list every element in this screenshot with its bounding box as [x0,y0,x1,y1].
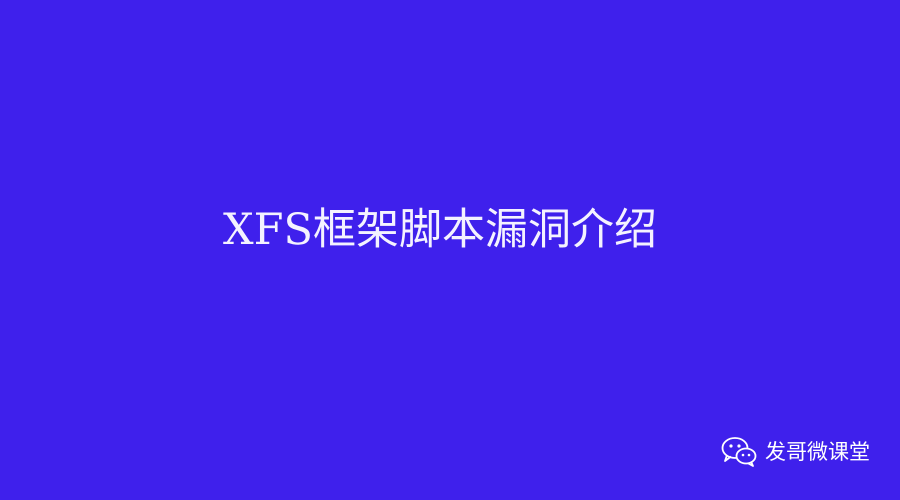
wechat-icon [721,437,757,467]
slide-title: XFS框架脚本漏洞介绍 [223,205,657,255]
watermark-text: 发哥微课堂 [765,440,870,464]
watermark: 发哥微课堂 [721,434,870,470]
